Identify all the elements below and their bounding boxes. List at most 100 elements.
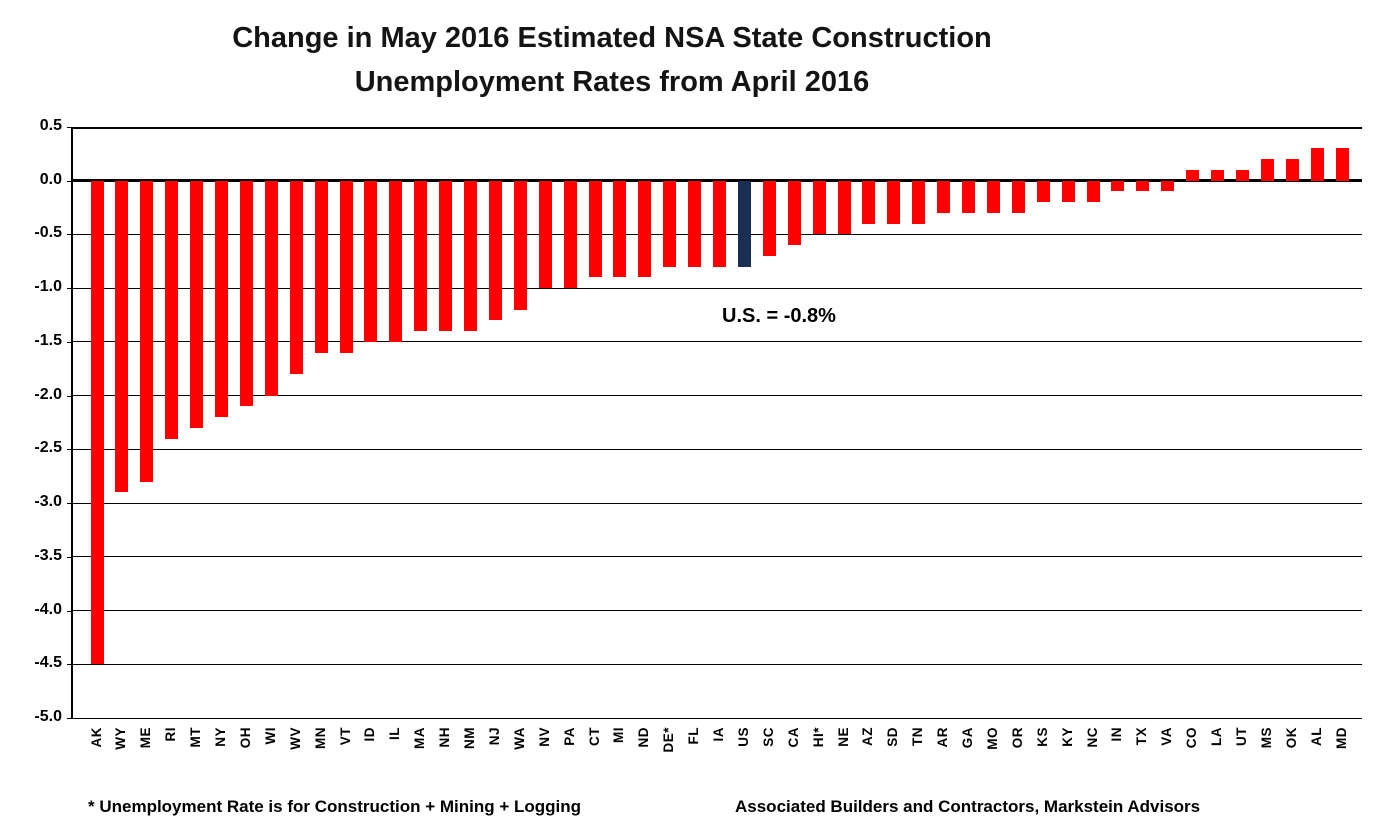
y-tick-mark (67, 180, 73, 182)
bar-OR (1011, 180, 1025, 213)
bar-OK (1285, 159, 1299, 181)
x-label-text: MN (312, 727, 328, 749)
bar-NC (1086, 180, 1100, 203)
x-label-NE: NE (836, 727, 853, 752)
x-label-RI: RI (163, 727, 180, 747)
x-label-text: WV (287, 727, 303, 750)
y-tick-mark (67, 234, 73, 236)
x-label-text: NY (213, 727, 228, 747)
x-label-WV: WV (288, 727, 305, 755)
chart-title-line2: Unemployment Rates from April 2016 (354, 66, 870, 98)
y-tick-mark (67, 718, 73, 719)
x-label-SD: SD (885, 727, 902, 752)
bar-IN (1111, 180, 1125, 192)
x-label-text: AZ (860, 727, 876, 746)
y-tick-mark (67, 449, 73, 451)
bar-VA (1161, 180, 1175, 192)
gridline--2.0 (73, 395, 1362, 397)
x-label-text: MS (1258, 727, 1274, 749)
bar-TX (1136, 180, 1150, 192)
x-label-text: IN (1109, 727, 1125, 742)
bar-NY (215, 180, 228, 418)
x-label-text: US (735, 727, 751, 747)
plot-area (73, 126, 1362, 719)
x-label-MT: MT (188, 727, 205, 753)
bar-MD (1335, 148, 1349, 181)
x-label-HI: HI* (811, 727, 828, 752)
bar-GA (962, 180, 975, 213)
x-label-IN: IN (1109, 727, 1126, 747)
x-label-MN: MN (313, 727, 330, 754)
x-label-text: OH (237, 727, 253, 749)
y-tick-label--2.0: -2.0 (34, 385, 62, 403)
y-tick-mark (67, 503, 73, 505)
x-label-VT: VT (338, 727, 355, 750)
y-tick-mark (67, 127, 73, 128)
y-tick-label--3.0: -3.0 (34, 493, 62, 511)
x-label-NH: NH (437, 727, 454, 753)
bar-SD (887, 180, 901, 224)
x-label-text: OK (1283, 727, 1299, 749)
x-label-text: NV (536, 727, 552, 747)
bar-CT (588, 180, 602, 278)
bar-MI (613, 180, 627, 278)
gridline--5.0 (73, 717, 1362, 719)
x-label-text: NC (1084, 727, 1100, 748)
bar-NV (538, 180, 552, 289)
bar-LA (1211, 169, 1224, 181)
x-label-text: SC (760, 727, 776, 747)
x-label-IA: IA (711, 727, 728, 747)
y-tick-label--1.0: -1.0 (34, 278, 62, 296)
bar-KY (1061, 180, 1075, 203)
bar-DE (663, 180, 677, 267)
x-label-LA: LA (1209, 727, 1226, 751)
bar-WA (513, 180, 527, 310)
bar-PA (563, 180, 577, 289)
x-label-text: MA (412, 727, 428, 749)
bar-AK (90, 180, 104, 665)
x-label-ID: ID (362, 727, 379, 747)
x-label-text: OR (1009, 727, 1025, 749)
x-label-GA: GA (960, 727, 977, 753)
bar-CO (1186, 169, 1200, 181)
y-tick-label--4.0: -4.0 (34, 600, 62, 618)
x-label-text: GA (960, 727, 975, 749)
footnote-source: Associated Builders and Contractors, Mar… (735, 797, 1201, 816)
x-label-MS: MS (1259, 727, 1276, 753)
x-label-text: ND (636, 727, 652, 748)
x-label-FL: FL (686, 727, 703, 750)
y-tick-label--1.5: -1.5 (34, 331, 62, 349)
bar-MA (414, 180, 428, 332)
x-label-NV: NV (537, 727, 554, 752)
bar-MO (986, 180, 1000, 213)
x-label-SC: SC (761, 727, 778, 752)
y-tick-mark (67, 341, 73, 343)
bar-OH (239, 180, 253, 407)
gridline--2.5 (73, 448, 1362, 450)
x-label-text: HI* (810, 727, 826, 748)
x-label-text: WI (262, 727, 278, 745)
x-label-text: ME (138, 727, 154, 749)
x-label-text: MO (984, 727, 1000, 750)
bar-US (737, 180, 751, 267)
y-tick-label--5.0: -5.0 (34, 708, 62, 725)
x-label-text: VT (337, 727, 353, 746)
x-label-TX: TX (1134, 727, 1151, 750)
gridline--3.0 (73, 502, 1362, 504)
x-label-text: AL (1308, 727, 1324, 746)
bar-IL (389, 180, 403, 342)
x-label-NY: NY (213, 727, 230, 752)
x-label-MD: MD (1334, 727, 1351, 754)
bar-CA (787, 180, 801, 246)
gridline-0.5 (73, 126, 1362, 129)
x-label-text: TN (910, 727, 926, 746)
footnote-asterisk: * Unemployment Rate is for Construction … (88, 797, 582, 816)
x-label-text: NJ (486, 727, 502, 746)
x-label-text: CT (586, 727, 602, 746)
x-label-text: VA (1159, 727, 1175, 746)
bar-WY (115, 180, 129, 493)
bar-NJ (488, 180, 502, 321)
x-label-UT: UT (1234, 727, 1251, 751)
